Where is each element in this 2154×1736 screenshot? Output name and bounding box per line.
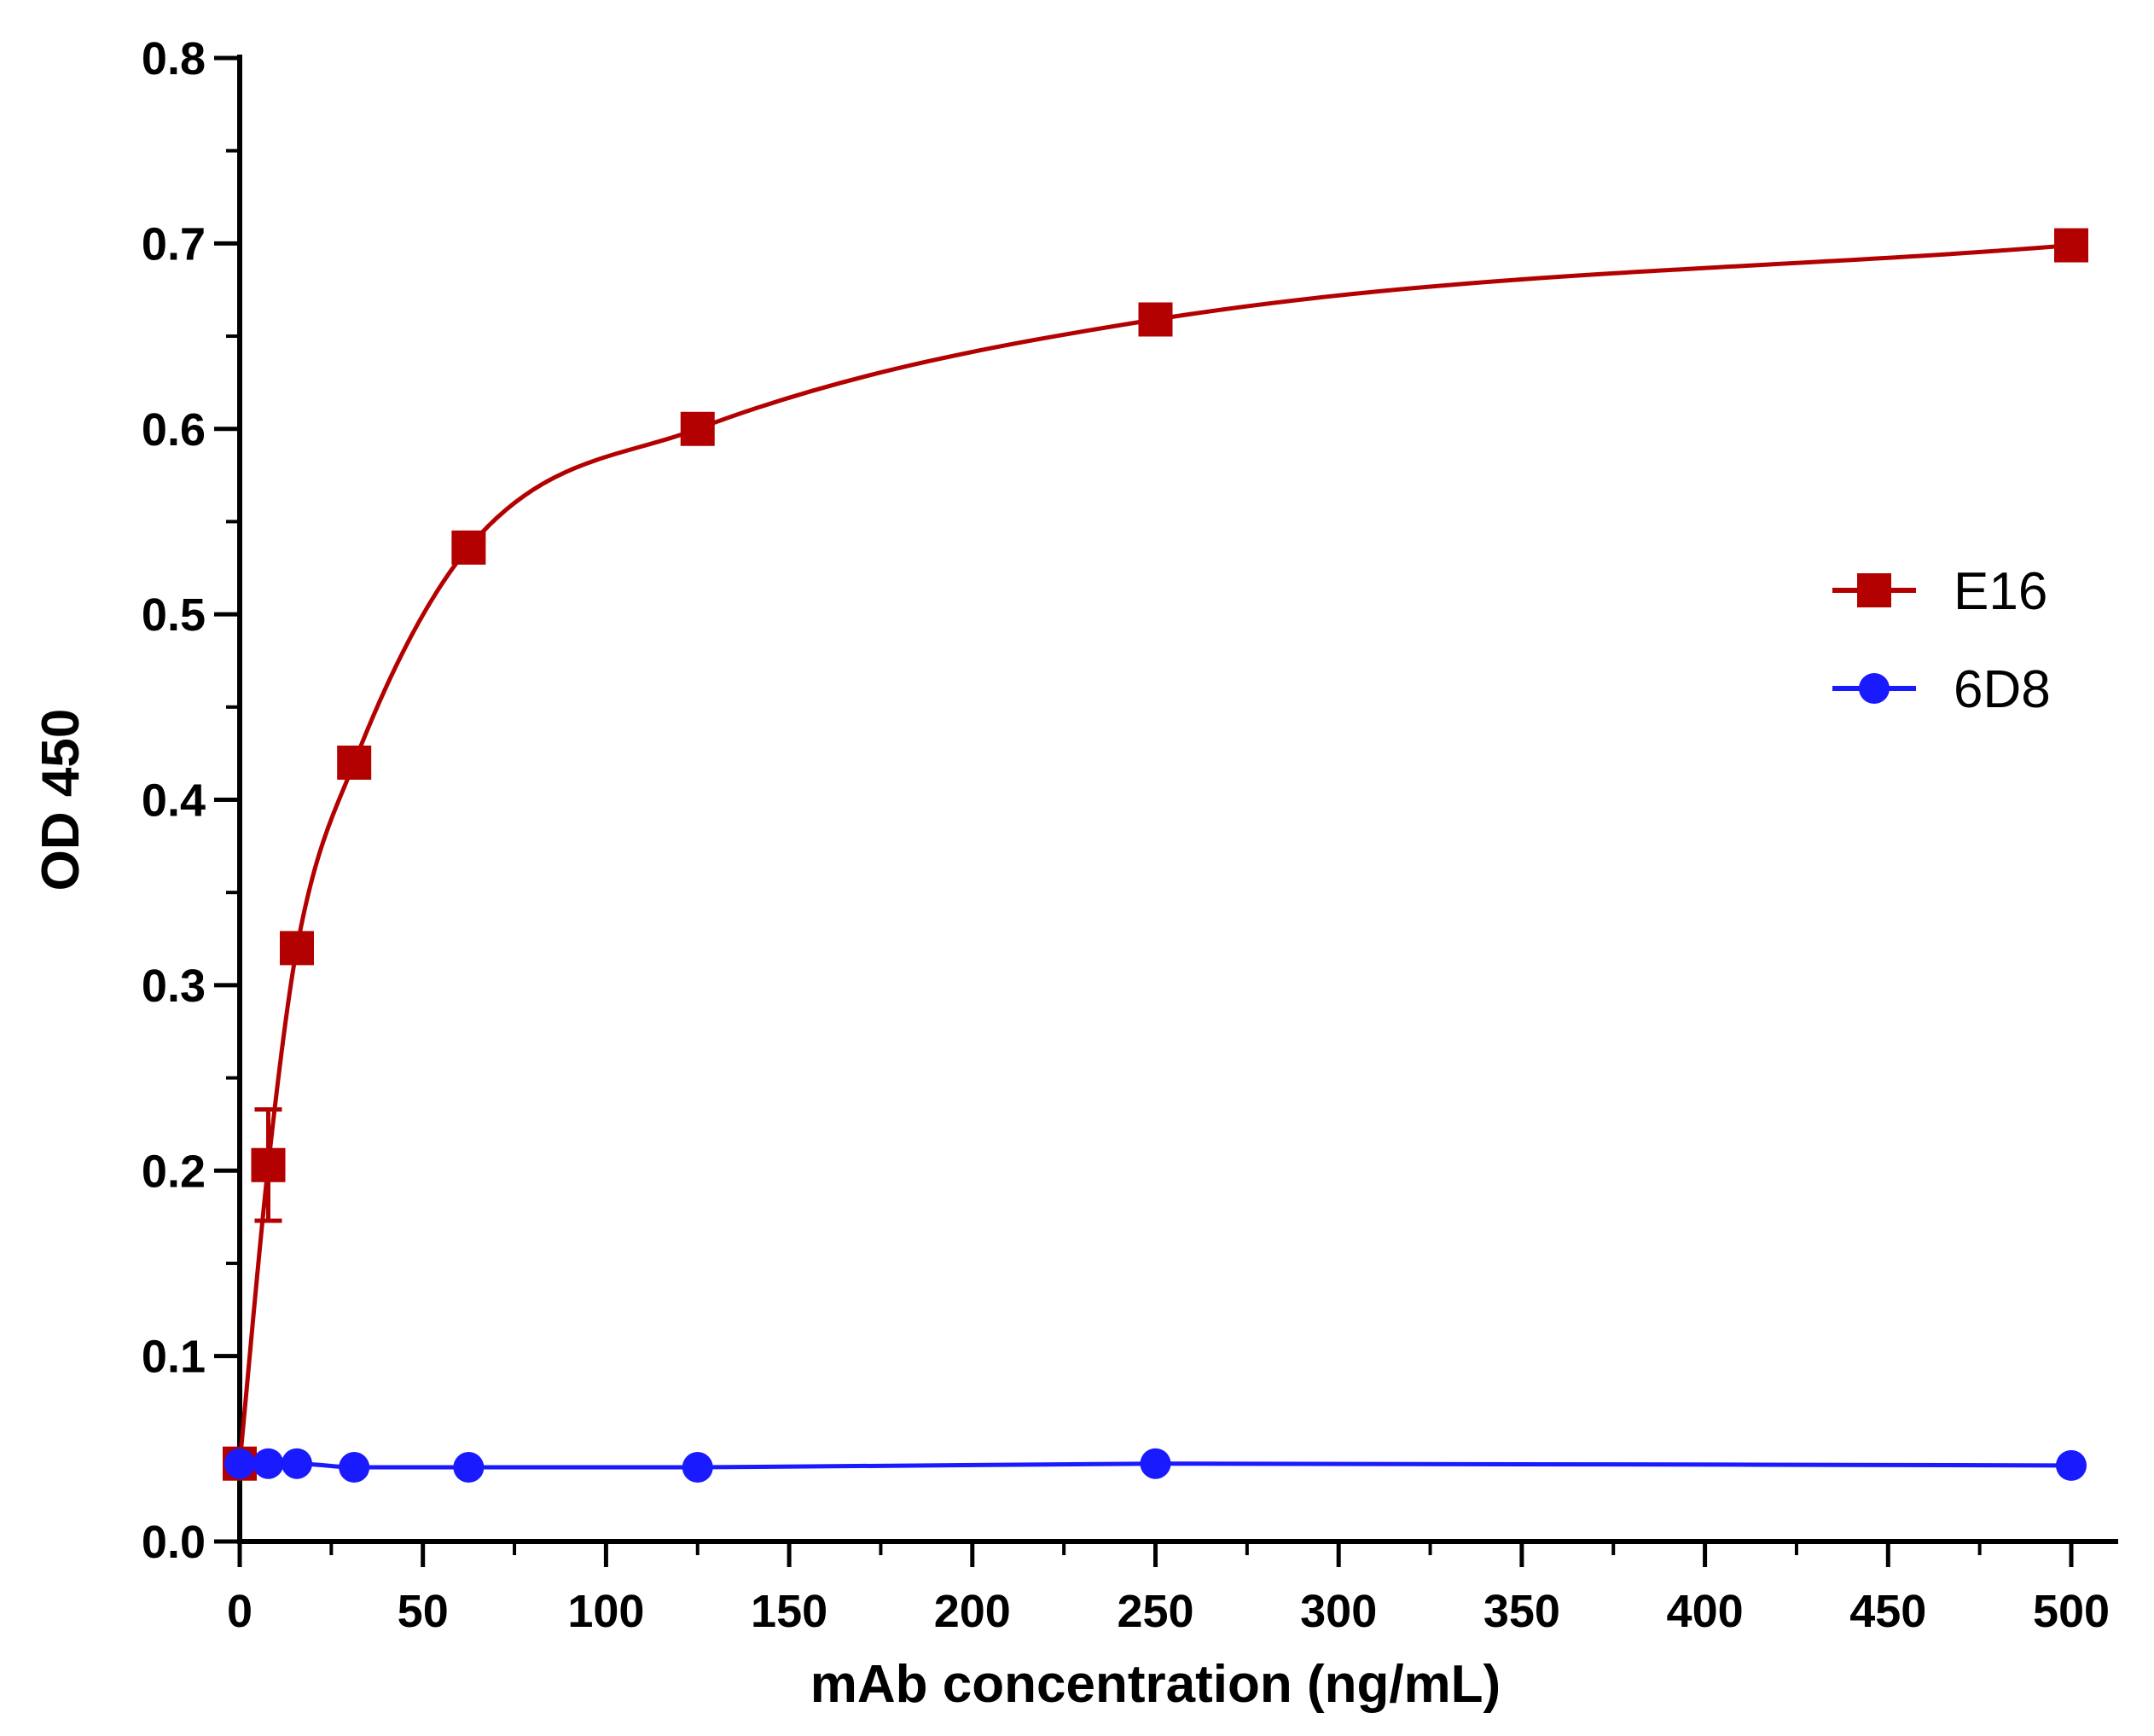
data-point-e16 [2054, 228, 2088, 263]
legend: E16 6D8 [1832, 562, 2051, 719]
data-point-e16 [279, 931, 314, 966]
y-tick-label: 0.6 [142, 404, 206, 456]
data-point-e16 [451, 530, 486, 565]
x-tick-label: 200 [934, 1586, 1011, 1637]
x-tick-label: 350 [1483, 1586, 1560, 1637]
data-point-e16 [1138, 302, 1173, 337]
series-6d8 [224, 1448, 2087, 1483]
y-axis-title: OD 450 [32, 709, 90, 891]
x-tick-label: 400 [1667, 1586, 1744, 1637]
data-point-6d8 [1140, 1448, 1171, 1479]
data-point-e16 [337, 746, 372, 781]
legend-label: 6D8 [1954, 660, 2051, 719]
y-tick-label: 0.4 [142, 775, 206, 827]
y-tick-label: 0.1 [142, 1332, 206, 1383]
series-layer [223, 228, 2088, 1483]
y-tick-label: 0.5 [142, 589, 206, 641]
x-tick-label: 250 [1117, 1586, 1193, 1637]
series-line-e16 [237, 243, 2072, 1464]
series-e16 [223, 228, 2088, 1481]
data-point-6d8 [339, 1452, 370, 1483]
y-tick-label: 0.0 [142, 1517, 206, 1568]
data-point-6d8 [2056, 1449, 2087, 1481]
x-tick-label: 150 [751, 1586, 827, 1637]
legend-item-6d8: 6D8 [1832, 660, 2051, 719]
legend-marker [1859, 673, 1890, 704]
legend-item-e16: E16 [1832, 562, 2047, 621]
y-tick-label: 0.8 [142, 33, 206, 84]
legend-marker [1857, 573, 1891, 607]
data-point-6d8 [453, 1452, 485, 1483]
x-tick-label: 500 [2033, 1586, 2110, 1637]
x-tick-label: 50 [398, 1586, 449, 1637]
data-point-e16 [251, 1147, 286, 1182]
y-tick-label: 0.2 [142, 1146, 206, 1197]
data-point-6d8 [281, 1448, 312, 1479]
data-point-e16 [680, 411, 715, 446]
y-tick-label: 0.3 [142, 961, 206, 1012]
data-point-6d8 [253, 1448, 284, 1479]
x-tick-label: 300 [1300, 1586, 1377, 1637]
x-tick-label: 100 [567, 1586, 644, 1637]
legend-label: E16 [1954, 562, 2047, 621]
x-axis-title: mAb concentration (ng/mL) [810, 1655, 1501, 1714]
data-point-6d8 [224, 1448, 255, 1479]
x-tick-label: 450 [1849, 1586, 1926, 1637]
y-tick-label: 0.7 [142, 218, 206, 270]
x-tick-label: 0 [227, 1586, 253, 1637]
axes: 0.0 0.1 0.2 0.3 0.4 0.5 0.6 0.7 0.8 0 50 100 150 200 2… [142, 33, 2118, 1637]
data-point-6d8 [682, 1452, 713, 1483]
